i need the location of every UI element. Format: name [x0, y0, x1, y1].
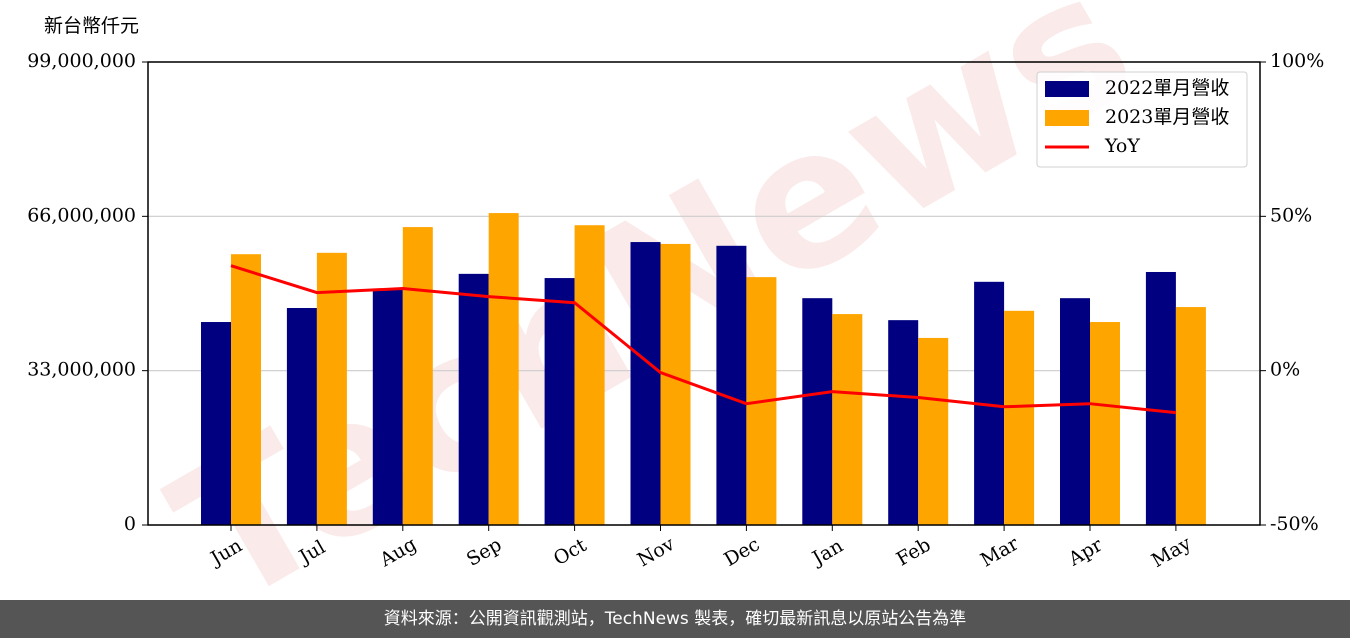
legend-box [1036, 71, 1248, 168]
bar [316, 252, 347, 525]
y-tick-label: 33,000,000 [27, 359, 136, 381]
bar [1060, 298, 1090, 525]
bar [231, 254, 261, 525]
legend-label: YoY [1104, 135, 1140, 157]
bar [1175, 307, 1206, 525]
y2-tick-label: -50% [1270, 513, 1319, 535]
bar [544, 278, 575, 525]
y-tick-label: 66,000,000 [27, 204, 136, 226]
bar [918, 337, 949, 525]
bar [660, 243, 691, 525]
legend-swatch [1045, 110, 1089, 126]
y-tick-label: 0 [124, 513, 136, 535]
bar [372, 288, 403, 525]
y-axis-unit: 新台幣仟元 [44, 15, 139, 37]
bar [888, 320, 919, 525]
bar [286, 307, 317, 525]
legend-label: 2023單月營收 [1105, 106, 1229, 128]
bar [716, 245, 747, 525]
bar [574, 225, 605, 526]
yoy-line [230, 264, 1177, 415]
y2-tick-label: 100% [1270, 50, 1324, 72]
plot-frame [147, 61, 1261, 526]
bar [1145, 271, 1176, 525]
source-note: 資料來源：公開資訊觀測站，TechNews 製表，確切最新訊息以原站公告為準 [384, 609, 966, 629]
y2-tick-label: 0% [1270, 359, 1300, 381]
bar [201, 322, 231, 525]
y2-tick-label: 50% [1270, 204, 1312, 226]
legend-swatch [1045, 81, 1089, 97]
bar [458, 273, 489, 525]
legend-label: 2022單月營收 [1105, 77, 1229, 99]
bar [630, 242, 661, 526]
bar [832, 314, 863, 525]
y-tick-label: 99,000,000 [27, 50, 136, 72]
bar [802, 298, 833, 525]
bar [488, 213, 519, 525]
bar [402, 227, 433, 525]
footer-bar [0, 600, 1350, 638]
bar [1090, 322, 1120, 525]
bar [1004, 310, 1035, 525]
